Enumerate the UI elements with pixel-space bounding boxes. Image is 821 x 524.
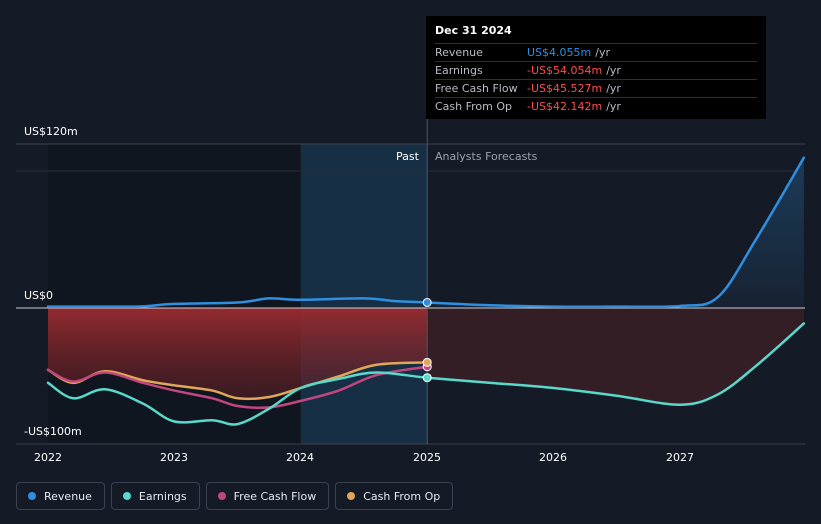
legend-item-revenue[interactable]: Revenue <box>16 482 105 510</box>
tooltip-value: -US$45.527m <box>527 82 603 95</box>
tooltip-row-revenue: Revenue US$4.055m /yr <box>435 43 757 61</box>
y-tick-label: US$0 <box>24 289 54 302</box>
y-tick-label: US$120m <box>24 125 78 138</box>
negative-area-forecast <box>427 308 804 405</box>
tooltip-row-earnings: Earnings -US$54.054m /yr <box>435 61 757 79</box>
marker-cash-from-op <box>422 357 432 367</box>
legend-dot-icon <box>122 492 131 500</box>
tooltip-label: Cash From Op <box>435 100 513 113</box>
tooltip: Dec 31 2024 Revenue US$4.055m /yr Earnin… <box>426 16 766 119</box>
series-line-revenue <box>46 156 806 309</box>
legend-item-earnings[interactable]: Earnings <box>110 482 200 510</box>
legend-dot-icon <box>347 492 356 500</box>
y-tick-label: -US$100m <box>24 425 82 438</box>
highlight-band <box>300 144 428 444</box>
legend: Revenue Earnings Free Cash Flow Cash Fro… <box>16 482 459 510</box>
negative-area-past <box>48 308 428 399</box>
marker-earnings <box>422 373 432 383</box>
legend-item-cash-from-op[interactable]: Cash From Op <box>335 482 454 510</box>
x-tick-label: 2027 <box>666 451 694 464</box>
tooltip-date: Dec 31 2024 <box>435 24 512 37</box>
marker-revenue <box>422 297 432 307</box>
tooltip-label: Revenue <box>435 46 483 59</box>
tooltip-label: Free Cash Flow <box>435 82 518 95</box>
x-tick-label: 2022 <box>34 451 62 464</box>
legend-item-free-cash-flow[interactable]: Free Cash Flow <box>205 482 330 510</box>
series-line-earnings <box>46 322 806 426</box>
legend-label: Earnings <box>138 489 187 503</box>
legend-label: Cash From Op <box>363 489 441 503</box>
tooltip-unit: /yr <box>595 46 610 59</box>
x-tick-label: 2024 <box>286 451 314 464</box>
tooltip-value: -US$54.054m <box>527 64 603 77</box>
x-tick-label: 2025 <box>413 451 441 464</box>
tooltip-unit: /yr <box>606 82 621 95</box>
tooltip-unit: /yr <box>606 64 621 77</box>
tooltip-row-cash-from-op: Cash From Op -US$42.142m /yr <box>435 97 757 115</box>
tooltip-row-free-cash-flow: Free Cash Flow -US$45.527m /yr <box>435 79 757 97</box>
forecast-label: Analysts Forecasts <box>435 150 538 163</box>
legend-dot-icon <box>217 492 226 500</box>
tooltip-value: US$4.055m <box>527 46 592 59</box>
tooltip-value: -US$42.142m <box>527 100 603 113</box>
series-line-free-cash-flow <box>46 365 429 409</box>
tooltip-unit: /yr <box>606 100 621 113</box>
past-label: Past <box>396 150 419 163</box>
legend-label: Free Cash Flow <box>233 489 317 503</box>
legend-dot-icon <box>28 492 36 500</box>
x-tick-label: 2023 <box>160 451 188 464</box>
legend-label: Revenue <box>44 489 92 503</box>
revenue-area-forecast <box>427 157 804 308</box>
tooltip-label: Earnings <box>435 64 483 77</box>
x-tick-label: 2026 <box>539 451 567 464</box>
